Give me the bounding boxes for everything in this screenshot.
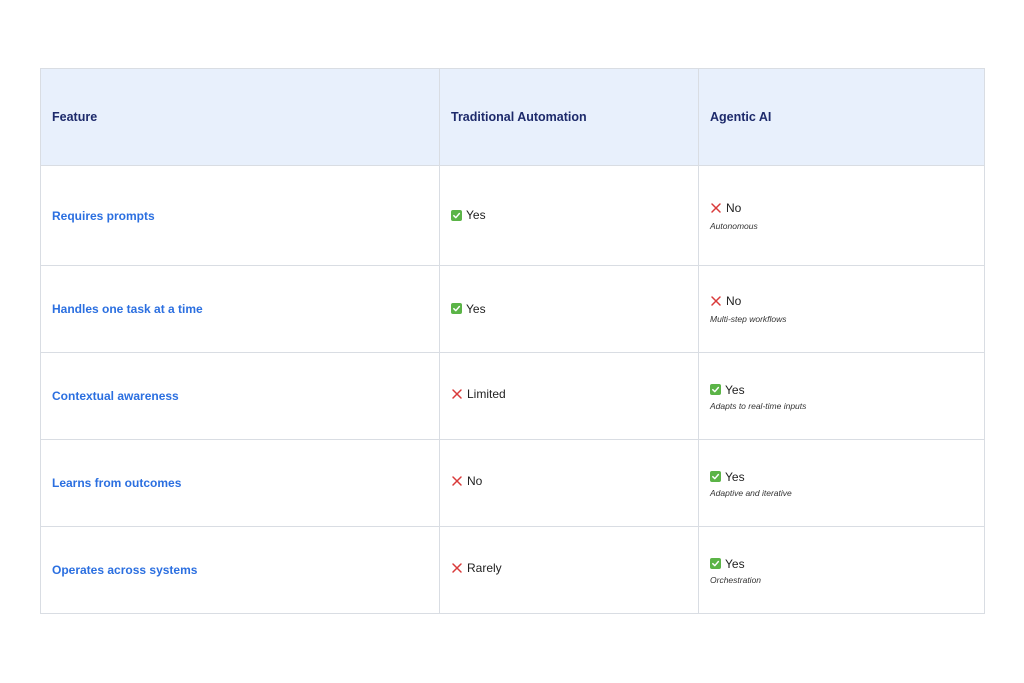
status-text: No <box>467 474 483 488</box>
feature-label: Requires prompts <box>40 165 440 266</box>
agentic-cell: No Multi-step workflows <box>698 265 985 353</box>
table-row: Handles one task at a time Yes No Multi-… <box>40 265 985 353</box>
x-icon <box>451 562 463 574</box>
status-text: Yes <box>466 208 486 222</box>
table-row: Requires prompts Yes No Autonomous <box>40 165 985 266</box>
feature-label: Handles one task at a time <box>40 265 440 353</box>
agentic-cell: Yes Adapts to real-time inputs <box>698 352 985 440</box>
check-icon <box>710 471 721 482</box>
agentic-cell: Yes Orchestration <box>698 526 985 614</box>
status-note: Adaptive and iterative <box>710 488 792 498</box>
x-icon <box>451 388 463 400</box>
agentic-cell: Yes Adaptive and iterative <box>698 439 985 527</box>
table-row: Operates across systems Rarely Yes Orche… <box>40 526 985 614</box>
traditional-cell: No <box>439 439 699 527</box>
check-icon <box>451 303 462 314</box>
header-agentic-ai: Agentic AI <box>698 68 985 166</box>
agentic-cell: No Autonomous <box>698 165 985 266</box>
comparison-table: Feature Traditional Automation Agentic A… <box>40 68 985 614</box>
status-text: Yes <box>725 556 745 571</box>
feature-label: Operates across systems <box>40 526 440 614</box>
status-text: Yes <box>725 382 745 397</box>
status-note: Multi-step workflows <box>710 314 787 324</box>
table-header-row: Feature Traditional Automation Agentic A… <box>40 68 985 166</box>
check-icon <box>710 384 721 395</box>
status-text: Limited <box>467 387 506 401</box>
traditional-cell: Yes <box>439 165 699 266</box>
status-note: Orchestration <box>710 575 762 585</box>
table-row: Learns from outcomes No Yes Adaptive and… <box>40 439 985 527</box>
feature-label: Learns from outcomes <box>40 439 440 527</box>
header-traditional-automation: Traditional Automation <box>439 68 699 166</box>
table-row: Contextual awareness Limited Yes Adapts … <box>40 352 985 440</box>
status-note: Autonomous <box>710 220 758 231</box>
status-text: Yes <box>466 301 486 316</box>
check-icon <box>710 558 721 569</box>
status-note: Adapts to real-time inputs <box>710 401 807 411</box>
x-icon <box>710 202 722 214</box>
header-feature: Feature <box>40 68 440 166</box>
status-text: Yes <box>725 469 745 484</box>
feature-label: Contextual awareness <box>40 352 440 440</box>
traditional-cell: Rarely <box>439 526 699 614</box>
status-text: Rarely <box>467 561 502 575</box>
x-icon <box>451 475 463 487</box>
traditional-cell: Yes <box>439 265 699 353</box>
x-icon <box>710 295 722 307</box>
traditional-cell: Limited <box>439 352 699 440</box>
status-text: No <box>726 294 742 308</box>
check-icon <box>451 209 462 221</box>
status-text: No <box>726 200 742 215</box>
